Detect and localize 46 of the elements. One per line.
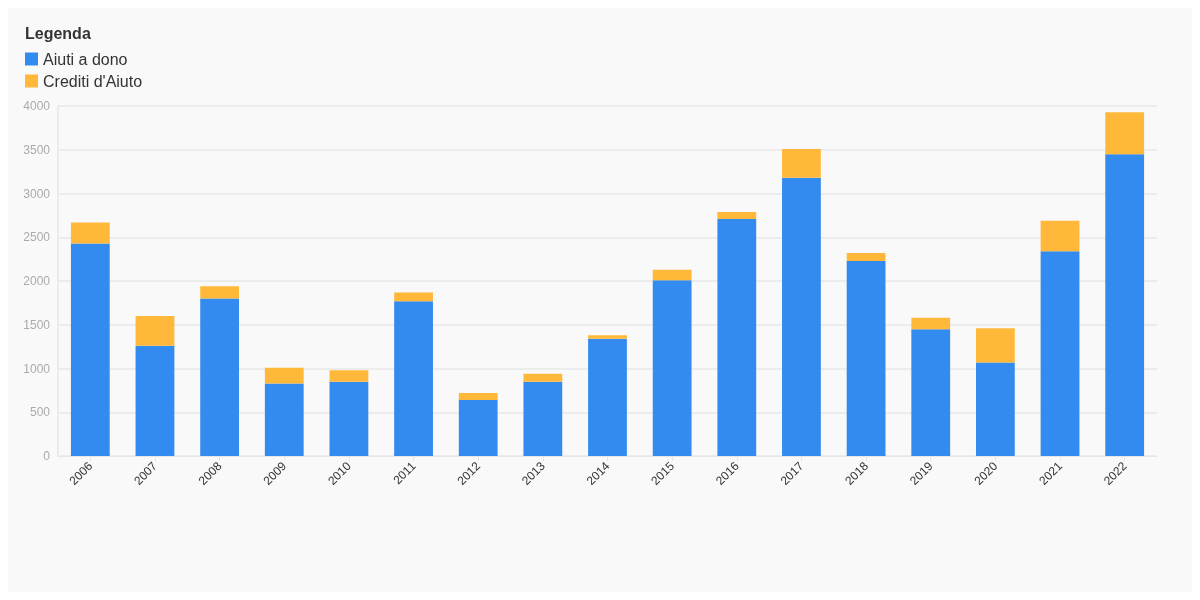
bar — [975, 328, 1015, 363]
y-tick-label: 2000 — [23, 274, 51, 288]
y-tick-label: 1000 — [23, 361, 51, 376]
bar — [1040, 251, 1080, 456]
bar — [1105, 154, 1145, 456]
bar — [652, 269, 692, 281]
bar — [70, 222, 110, 244]
bar — [588, 335, 627, 339]
bar — [911, 329, 951, 456]
bar — [523, 381, 563, 456]
bar — [70, 243, 110, 456]
bar — [264, 383, 304, 456]
y-tick-label: 2500 — [23, 230, 51, 245]
bar — [394, 301, 433, 456]
bar — [329, 381, 369, 456]
bar — [846, 253, 886, 261]
bar — [523, 373, 563, 382]
bar — [588, 338, 627, 456]
y-tick-label: 4000 — [23, 99, 51, 113]
y-tick-label: 0 — [43, 449, 51, 463]
bar — [200, 298, 240, 456]
bar — [782, 148, 821, 178]
bar — [264, 367, 304, 384]
y-tick-label: 3000 — [23, 186, 51, 201]
bar — [975, 362, 1015, 456]
bar — [394, 292, 433, 302]
bar — [717, 218, 757, 456]
bar — [717, 211, 757, 219]
legend-label: Crediti d'Aiuto — [43, 72, 143, 90]
bar — [329, 370, 369, 382]
y-tick-label: 500 — [29, 405, 51, 420]
legend-label: Aiuti a dono — [43, 50, 128, 68]
bar — [200, 286, 240, 299]
bar — [911, 317, 951, 330]
y-tick-label: 1500 — [23, 317, 51, 332]
bar — [458, 400, 498, 456]
bar — [458, 393, 498, 400]
bar — [782, 177, 821, 456]
bar — [1105, 112, 1145, 155]
y-tick-label: 3500 — [23, 142, 51, 157]
bar — [135, 345, 175, 456]
bar — [652, 280, 692, 456]
bar — [1040, 220, 1080, 252]
bar — [846, 260, 886, 456]
bar — [135, 316, 175, 346]
legend-title: Legenda — [25, 24, 91, 42]
